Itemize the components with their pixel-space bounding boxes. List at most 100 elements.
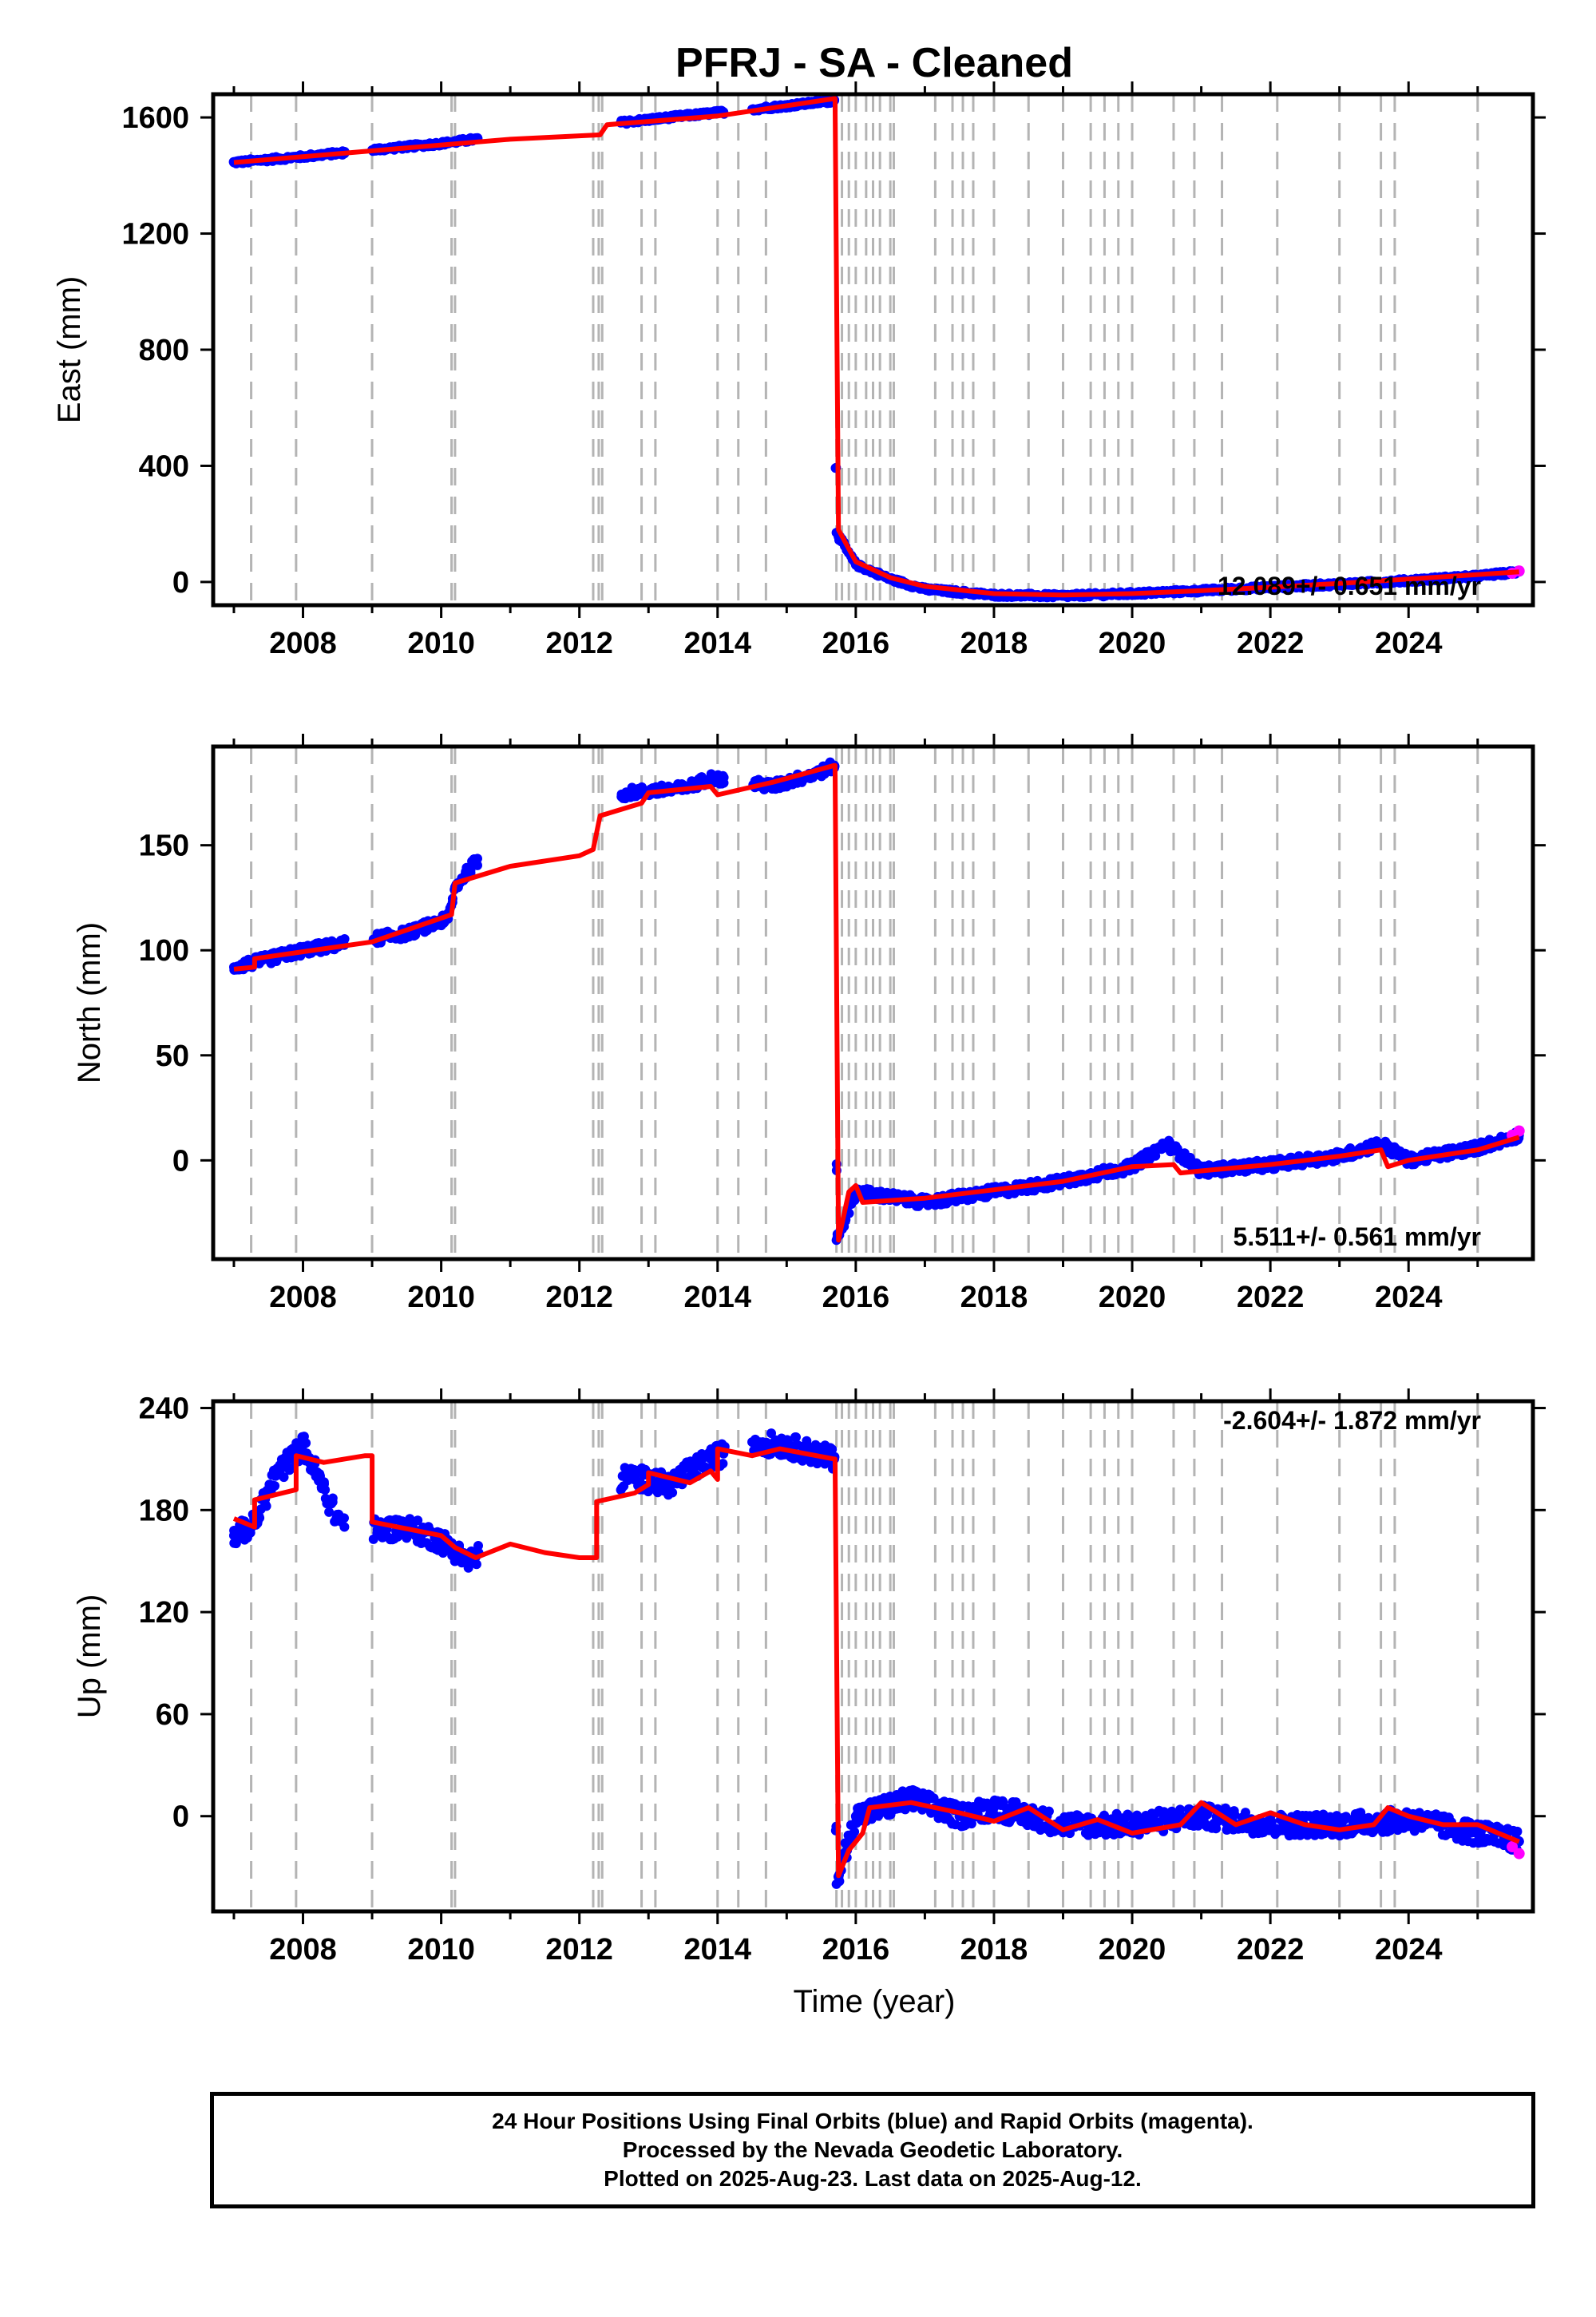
y-tick-label: 180: [139, 1494, 189, 1527]
data-point: [471, 857, 481, 867]
data-point: [851, 1812, 861, 1821]
y-tick-label: 100: [139, 934, 189, 968]
data-point: [747, 1437, 757, 1447]
x-tick-label: 2014: [684, 1933, 752, 1966]
data-point: [1162, 1139, 1171, 1148]
data-point: [706, 1454, 715, 1463]
x-tick-label: 2018: [960, 1933, 1028, 1966]
y-tick-label: 240: [139, 1392, 189, 1426]
data-point: [270, 1481, 279, 1491]
x-tick-label: 2022: [1237, 1281, 1305, 1314]
y-axis-label-east: East (mm): [52, 276, 87, 423]
panel-east: 2008 2010 2012 2014 2016 2018 2020 2022 2024 0 400…: [52, 81, 1546, 660]
data-point: [791, 1432, 801, 1442]
final-orbit-points-north: [229, 758, 1523, 1243]
rate-label-up: -2.604+/- 1.872 mm/yr: [1223, 1406, 1481, 1435]
y-tick-label: 1600: [121, 101, 189, 135]
x-axis-label: Time (year): [794, 1984, 956, 2019]
data-point: [664, 1479, 674, 1489]
model-line-north: [234, 766, 1519, 1241]
footer-line-3: Plotted on 2025-Aug-23. Last data on 202…: [604, 2165, 1142, 2193]
figure: PFRJ - SA - Cleaned 2008 2010 2012 2014 2016…: [0, 0, 1596, 2317]
data-point: [1376, 1139, 1386, 1148]
panels: 2008 2010 2012 2014 2016 2018 2020 2022 2024 0 400…: [52, 81, 1546, 1966]
data-point: [1513, 1827, 1523, 1836]
x-tick-label: 2010: [407, 627, 475, 660]
y-tick-label: 1200: [121, 218, 189, 252]
y-tick-label: 400: [139, 450, 189, 483]
data-point: [229, 1531, 239, 1540]
data-point: [719, 773, 729, 782]
x-tick-label: 2012: [545, 1281, 613, 1314]
x-tick-label: 2016: [822, 1933, 890, 1966]
data-point: [1197, 1812, 1206, 1821]
model-line-east: [234, 99, 1519, 596]
data-point: [623, 1471, 632, 1481]
x-tick-label: 2010: [407, 1281, 475, 1314]
x-tick-label: 2016: [822, 1281, 890, 1314]
x-tick-label: 2022: [1237, 627, 1305, 660]
x-tick-label: 2020: [1099, 1281, 1166, 1314]
plot-area-up: [229, 1401, 1525, 1911]
x-tick-label: 2020: [1099, 1933, 1166, 1966]
rate-label-east: 12.089+/- 0.651 mm/yr: [1218, 572, 1481, 600]
x-tick-label: 2008: [269, 627, 337, 660]
rate-label-north: 5.511+/- 0.561 mm/yr: [1234, 1222, 1481, 1251]
rapid-orbit-point: [1514, 1126, 1525, 1137]
y-tick-label: 0: [172, 1144, 189, 1178]
x-tick-label: 2010: [407, 1933, 475, 1966]
plot-area-north: [229, 747, 1525, 1259]
data-point: [623, 788, 632, 798]
x-tick-label: 2018: [960, 1281, 1028, 1314]
data-point: [1265, 1820, 1275, 1829]
panel-up: 2008 2010 2012 2014 2016 2018 2020 2022 2024 0 60 1…: [72, 1388, 1546, 1966]
data-point: [706, 773, 715, 782]
data-point: [374, 1526, 384, 1535]
data-point: [299, 1440, 308, 1450]
y-tick-label: 50: [156, 1040, 189, 1073]
data-point: [1473, 1828, 1483, 1838]
x-tick-label: 2022: [1237, 1933, 1305, 1966]
data-point: [832, 1879, 842, 1889]
data-point: [333, 1514, 343, 1523]
x-tick-label: 2024: [1375, 1281, 1443, 1314]
y-tick-label: 800: [139, 334, 189, 367]
x-tick-label: 2016: [822, 627, 890, 660]
data-point: [1230, 1806, 1239, 1816]
x-tick-label: 2014: [684, 1281, 752, 1314]
x-tick-label: 2020: [1099, 627, 1166, 660]
data-point: [328, 1494, 338, 1503]
rapid-orbit-point: [1514, 1848, 1525, 1860]
x-tick-label: 2008: [269, 1933, 337, 1966]
footer-box: 24 Hour Positions Using Final Orbits (bl…: [210, 2092, 1535, 2208]
y-tick-label: 150: [139, 830, 189, 863]
x-tick-label: 2014: [684, 627, 752, 660]
data-point: [262, 1501, 271, 1511]
data-point: [1044, 1807, 1054, 1816]
data-point: [473, 1541, 483, 1551]
x-tick-label: 2012: [545, 627, 613, 660]
final-orbit-points-east: [229, 95, 1525, 603]
x-tick-label: 2024: [1375, 1933, 1443, 1966]
figure-title: PFRJ - SA - Cleaned: [675, 40, 1073, 86]
footer-line-2: Processed by the Nevada Geodetic Laborat…: [623, 2136, 1123, 2165]
footer-line-1: 24 Hour Positions Using Final Orbits (bl…: [492, 2107, 1253, 2136]
x-tick-label: 2012: [545, 1933, 613, 1966]
y-axis-label-north: North (mm): [72, 922, 107, 1083]
y-tick-label: 120: [139, 1596, 189, 1630]
data-point: [339, 1523, 349, 1532]
x-tick-label: 2008: [269, 1281, 337, 1314]
y-tick-label: 0: [172, 566, 189, 600]
final-orbit-points-up: [229, 1428, 1524, 1886]
data-point: [315, 1469, 324, 1479]
data-point: [989, 1803, 999, 1812]
data-point: [271, 1471, 280, 1481]
data-point: [320, 1485, 330, 1495]
data-point: [1127, 1820, 1137, 1829]
y-axis-label-up: Up (mm): [72, 1594, 107, 1719]
plot-area-east: [229, 94, 1525, 605]
y-tick-label: 60: [156, 1698, 189, 1732]
y-tick-label: 0: [172, 1800, 189, 1834]
x-tick-label: 2018: [960, 627, 1028, 660]
panel-north: 2008 2010 2012 2014 2016 2018 2020 2022 2024 0 50 1…: [72, 734, 1546, 1314]
